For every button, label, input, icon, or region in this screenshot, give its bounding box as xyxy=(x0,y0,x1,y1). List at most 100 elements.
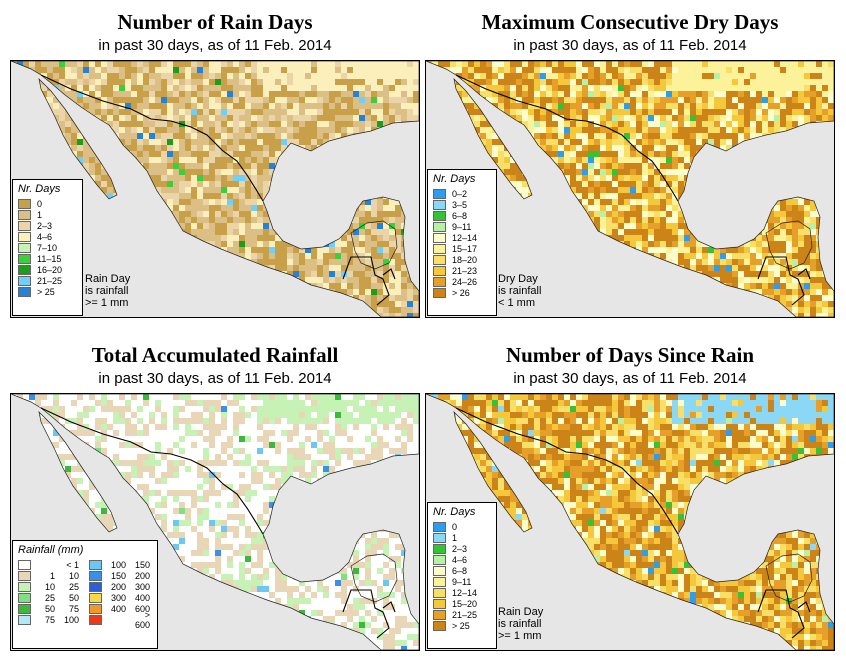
legend-item: 150 200 xyxy=(89,570,150,581)
legend-item: 1 xyxy=(433,532,491,543)
legend-low: 1 xyxy=(49,570,55,581)
legend-high: 75 xyxy=(68,603,79,614)
legend-label: 9–11 xyxy=(452,221,472,232)
legend-label: > 25 xyxy=(452,620,470,631)
legend-item: 11–15 xyxy=(18,253,77,264)
coastline xyxy=(453,77,533,200)
legend-label: 1 xyxy=(37,209,43,220)
country-border xyxy=(455,407,679,535)
legend-high: 150 xyxy=(134,559,150,570)
legend-label: 21–25 xyxy=(452,609,478,620)
panel-days-since-rain: Number of Days Since Rain in past 30 day… xyxy=(425,333,835,653)
legend-swatch xyxy=(433,232,446,243)
legend-item: 21–23 xyxy=(433,265,491,276)
legend-high: 300 xyxy=(134,581,150,592)
legend-swatch xyxy=(18,220,31,231)
legend-swatch xyxy=(433,532,446,543)
legend-item: 50 75 xyxy=(18,603,79,614)
legend-swatch xyxy=(18,231,31,242)
coastline xyxy=(38,77,118,200)
legend-item: 24–26 xyxy=(433,276,491,287)
legend-low: 75 xyxy=(44,614,55,625)
legend-low: 25 xyxy=(44,592,55,603)
legend-note: Dry Day is rainfall < 1 mm xyxy=(498,273,542,309)
legend-label: 3–5 xyxy=(452,199,468,210)
legend-label: 21–25 xyxy=(37,275,63,286)
legend: Nr. Days 0 1 2–3 4–6 7–10 11–15 16–20 21–25 > 25 xyxy=(12,179,83,316)
legend-low: 10 xyxy=(44,581,55,592)
legend-item: 6–8 xyxy=(433,210,491,221)
legend-swatch xyxy=(18,603,31,614)
panel-title: Maximum Consecutive Dry Days xyxy=(481,10,779,34)
legend-swatch xyxy=(433,521,446,532)
legend-label: 7–10 xyxy=(37,242,58,253)
legend-swatch xyxy=(433,221,446,232)
coastline xyxy=(11,61,419,317)
legend-swatch xyxy=(433,565,446,576)
legend-swatch xyxy=(18,559,31,570)
legend-swatch xyxy=(18,592,31,603)
legend-swatch xyxy=(433,598,446,609)
legend: Rainfall (mm) < 1 1 10 10 25 25 50 50 75 75 100 100… xyxy=(12,540,158,649)
legend-item: 0 xyxy=(433,521,491,532)
map-dry-days: Nr. Days 0–2 3–5 6–8 9–11 12–14 15–17 18–20 21–… xyxy=(425,60,835,318)
coastline xyxy=(11,394,419,650)
legend-label: 2–3 xyxy=(37,220,53,231)
legend-high: 25 xyxy=(68,581,79,592)
legend-item: 25 50 xyxy=(18,592,79,603)
map-canvas xyxy=(11,61,419,317)
legend-item: 7–10 xyxy=(18,242,77,253)
legend-label: 21–23 xyxy=(452,265,478,276)
legend-item: 15–20 xyxy=(433,598,491,609)
legend-high: 400 xyxy=(134,592,150,603)
country-border xyxy=(382,268,396,280)
map-days-since-rain: Nr. Days 0 1 2–3 4–6 6–8 9–11 12–14 15–20 21–25 >… xyxy=(425,393,835,651)
legend-item: 10 25 xyxy=(18,581,79,592)
legend-label: 18–20 xyxy=(452,254,478,265)
legend-swatch xyxy=(433,620,446,631)
legend-item: 6–8 xyxy=(433,565,491,576)
legend-swatch xyxy=(18,264,31,275)
map-rain-days: Nr. Days 0 1 2–3 4–6 7–10 11–15 16–20 21–25 > 25… xyxy=(10,60,420,318)
legend-swatch xyxy=(89,570,102,581)
legend-item: < 1 xyxy=(18,559,79,570)
legend-swatch xyxy=(18,286,31,297)
legend-high: 600 xyxy=(134,603,150,614)
legend-label: > 25 xyxy=(37,286,55,297)
legend-low: 150 xyxy=(110,570,126,581)
legend-title: Nr. Days xyxy=(18,183,61,195)
map-total-rainfall: Rainfall (mm) < 1 1 10 10 25 25 50 50 75 75 100 100… xyxy=(10,393,420,651)
legend-item: 200 300 xyxy=(89,581,150,592)
legend-item: 18–20 xyxy=(433,254,491,265)
legend-item: 0 xyxy=(18,198,77,209)
legend-label: 6–8 xyxy=(452,565,468,576)
legend-label: 2–3 xyxy=(452,543,468,554)
legend-high: 200 xyxy=(134,570,150,581)
legend: Nr. Days 0 1 2–3 4–6 6–8 9–11 12–14 15–20 21–25 >… xyxy=(427,502,497,649)
legend-swatch xyxy=(433,265,446,276)
legend-item: 1 xyxy=(18,209,77,220)
legend-swatch xyxy=(18,209,31,220)
legend-low: 400 xyxy=(110,603,126,614)
legend-swatch xyxy=(18,614,31,625)
legend-low: 100 xyxy=(110,559,126,570)
legend-swatch xyxy=(89,614,102,625)
legend-label: 4–6 xyxy=(452,554,468,565)
legend-swatch xyxy=(433,243,446,254)
legend-item: 100 150 xyxy=(89,559,150,570)
legend-item: > 26 xyxy=(433,287,491,298)
legend-item: 9–11 xyxy=(433,221,491,232)
legend-item: 9–11 xyxy=(433,576,491,587)
legend-label: > 26 xyxy=(452,287,470,298)
legend-column: 100 150 150 200 200 300 300 400 400 600 > 600 xyxy=(89,559,150,630)
coastline xyxy=(38,410,118,533)
legend-swatch xyxy=(18,253,31,264)
legend-title: Nr. Days xyxy=(433,506,476,518)
legend-item: 4–6 xyxy=(433,554,491,565)
legend-label: 12–14 xyxy=(452,232,478,243)
legend-label: 0 xyxy=(452,521,458,532)
legend-high: < 1 xyxy=(66,559,79,570)
legend-item: 3–5 xyxy=(433,199,491,210)
country-border xyxy=(757,256,805,306)
legend-item: > 25 xyxy=(433,620,491,631)
